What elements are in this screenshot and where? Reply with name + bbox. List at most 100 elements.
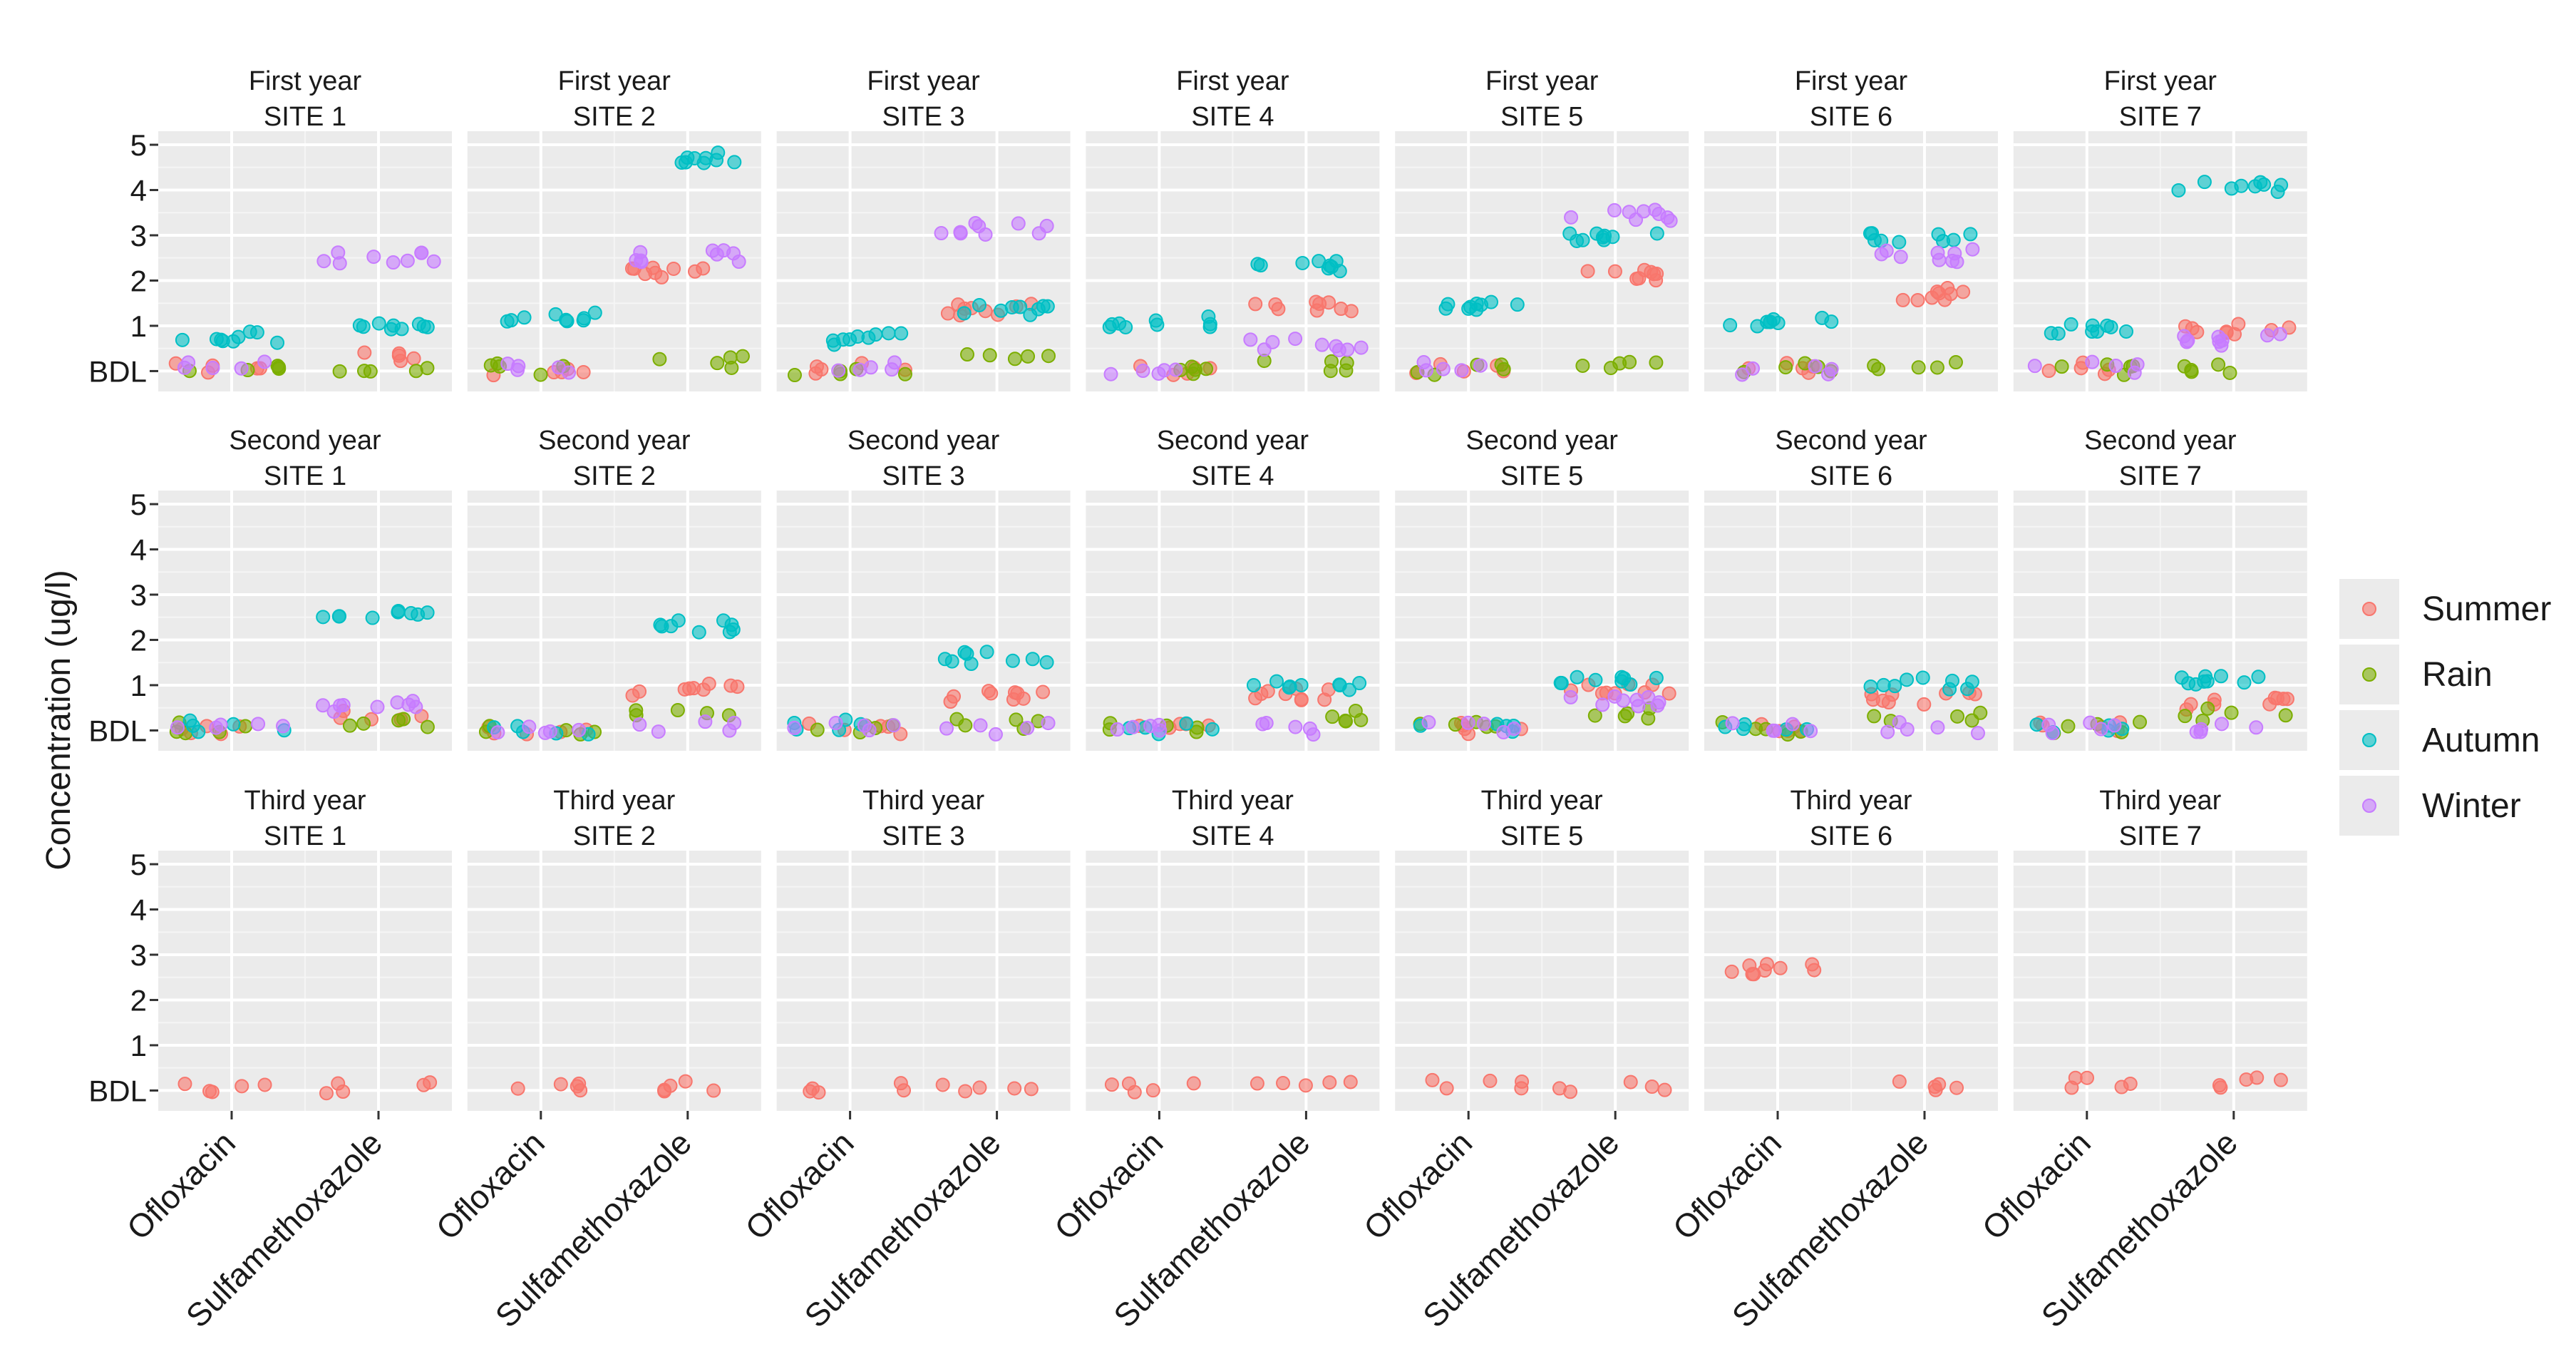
data-point-summer [1121,1076,1136,1091]
data-point-winter [1421,715,1436,730]
strip-label-year: Third year [862,786,984,816]
data-point-summer [972,1080,987,1095]
data-point-autumn [827,337,842,352]
data-point-winter [2041,717,2056,732]
data-point-winter [170,720,185,735]
data-point-winter [698,714,713,729]
data-point-summer [2267,690,2282,705]
data-point-summer [1317,692,1332,707]
data-point-summer [1007,1081,1022,1096]
panel-r1-c5: First year SITE 5 [1395,66,1689,391]
data-point-autumn [1960,682,1975,697]
data-point-winter [1663,213,1678,228]
data-point-autumn [420,319,435,334]
data-point-autumn [1876,677,1891,692]
data-point-autumn [2198,669,2212,684]
y-tick-label: 2 [130,264,147,297]
data-point-summer [1661,686,1676,701]
data-point-winter [1110,722,1125,737]
strip-label-year: Third year [1481,786,1603,816]
data-point-winter [331,245,346,260]
panel-r1-c6: First year SITE 6 [1704,66,1998,391]
data-point-autumn [1863,226,1877,241]
data-point-winter [1808,359,1823,374]
y-tick-label: 2 [130,983,147,1017]
y-tick-label: 3 [130,938,147,972]
data-point-winter [390,695,405,710]
y-tick-label: BDL [88,1074,147,1107]
data-point-autumn [1942,682,1957,697]
data-point-winter [1476,717,1491,732]
data-point-rain [982,348,997,363]
data-point-summer [1298,1078,1313,1093]
data-point-winter [1785,717,1800,732]
data-point-winter [522,719,537,734]
data-point-autumn [972,297,986,312]
data-point-autumn [1342,682,1357,697]
data-point-summer [730,680,745,694]
data-point-summer [1632,271,1647,286]
strip-label-year: First year [1485,66,1599,96]
data-point-rain [363,364,378,379]
data-point-summer [1425,1072,1440,1087]
data-point-winter [386,255,401,270]
y-tick-label: 4 [130,893,147,927]
data-point-autumn [1570,670,1585,684]
data-point-summer [2073,361,2088,376]
x-tick-label: Ofloxacin [738,1124,860,1246]
data-point-autumn [687,150,702,165]
data-point-autumn [1269,674,1284,689]
data-point-winter [2083,715,2098,730]
data-point-winter [1507,722,1522,737]
data-point-rain [1617,709,1632,724]
data-point-winter [1152,717,1167,732]
data-point-winter [1039,218,1054,233]
strip-label-year: Third year [1172,786,1294,816]
data-point-winter [1892,714,1907,729]
data-point-autumn [1295,255,1310,270]
data-point-winter [1725,716,1740,731]
panel-r2-c3: Second year SITE 3 [776,426,1071,751]
data-point-winter [2272,327,2287,342]
data-point-autumn [270,335,285,350]
data-point-rain [238,719,253,734]
data-point-summer [897,1083,912,1098]
data-point-summer [423,1075,438,1090]
data-point-summer [1322,1075,1337,1090]
data-point-winter [2130,357,2145,372]
data-point-winter [366,250,381,265]
strip-label-year: Third year [2099,786,2221,816]
data-point-rain [2178,709,2193,724]
data-point-autumn [868,327,883,342]
data-point-winter [1354,340,1369,355]
data-point-summer [935,1077,950,1092]
data-point-summer [2080,1070,2095,1085]
data-point-rain [420,361,435,376]
data-point-winter [1473,358,1488,373]
data-point-autumn [2119,324,2134,339]
data-point-summer [1607,264,1622,279]
data-point-rain [1950,709,1965,724]
legend-label-rain: Rain [2422,656,2493,694]
data-point-rain [1494,357,1509,372]
data-point-winter [542,724,557,739]
data-point-autumn [371,316,386,331]
data-point-summer [632,684,647,699]
data-point-rain [670,703,685,718]
data-point-winter [1965,242,1980,257]
data-point-winter [1607,689,1622,704]
data-point-winter [257,354,272,369]
panel-r2-c7: Second year SITE 7 [2013,426,2307,751]
data-point-summer [257,1077,272,1092]
data-point-rain [787,368,802,383]
data-point-summer [1757,963,1772,978]
data-point-rain [1948,355,1963,370]
data-point-autumn [226,717,241,732]
data-point-rain [2061,719,2076,734]
data-point-summer [678,1074,693,1089]
data-point-autumn [1617,671,1632,686]
data-point-autumn [1649,226,1664,241]
